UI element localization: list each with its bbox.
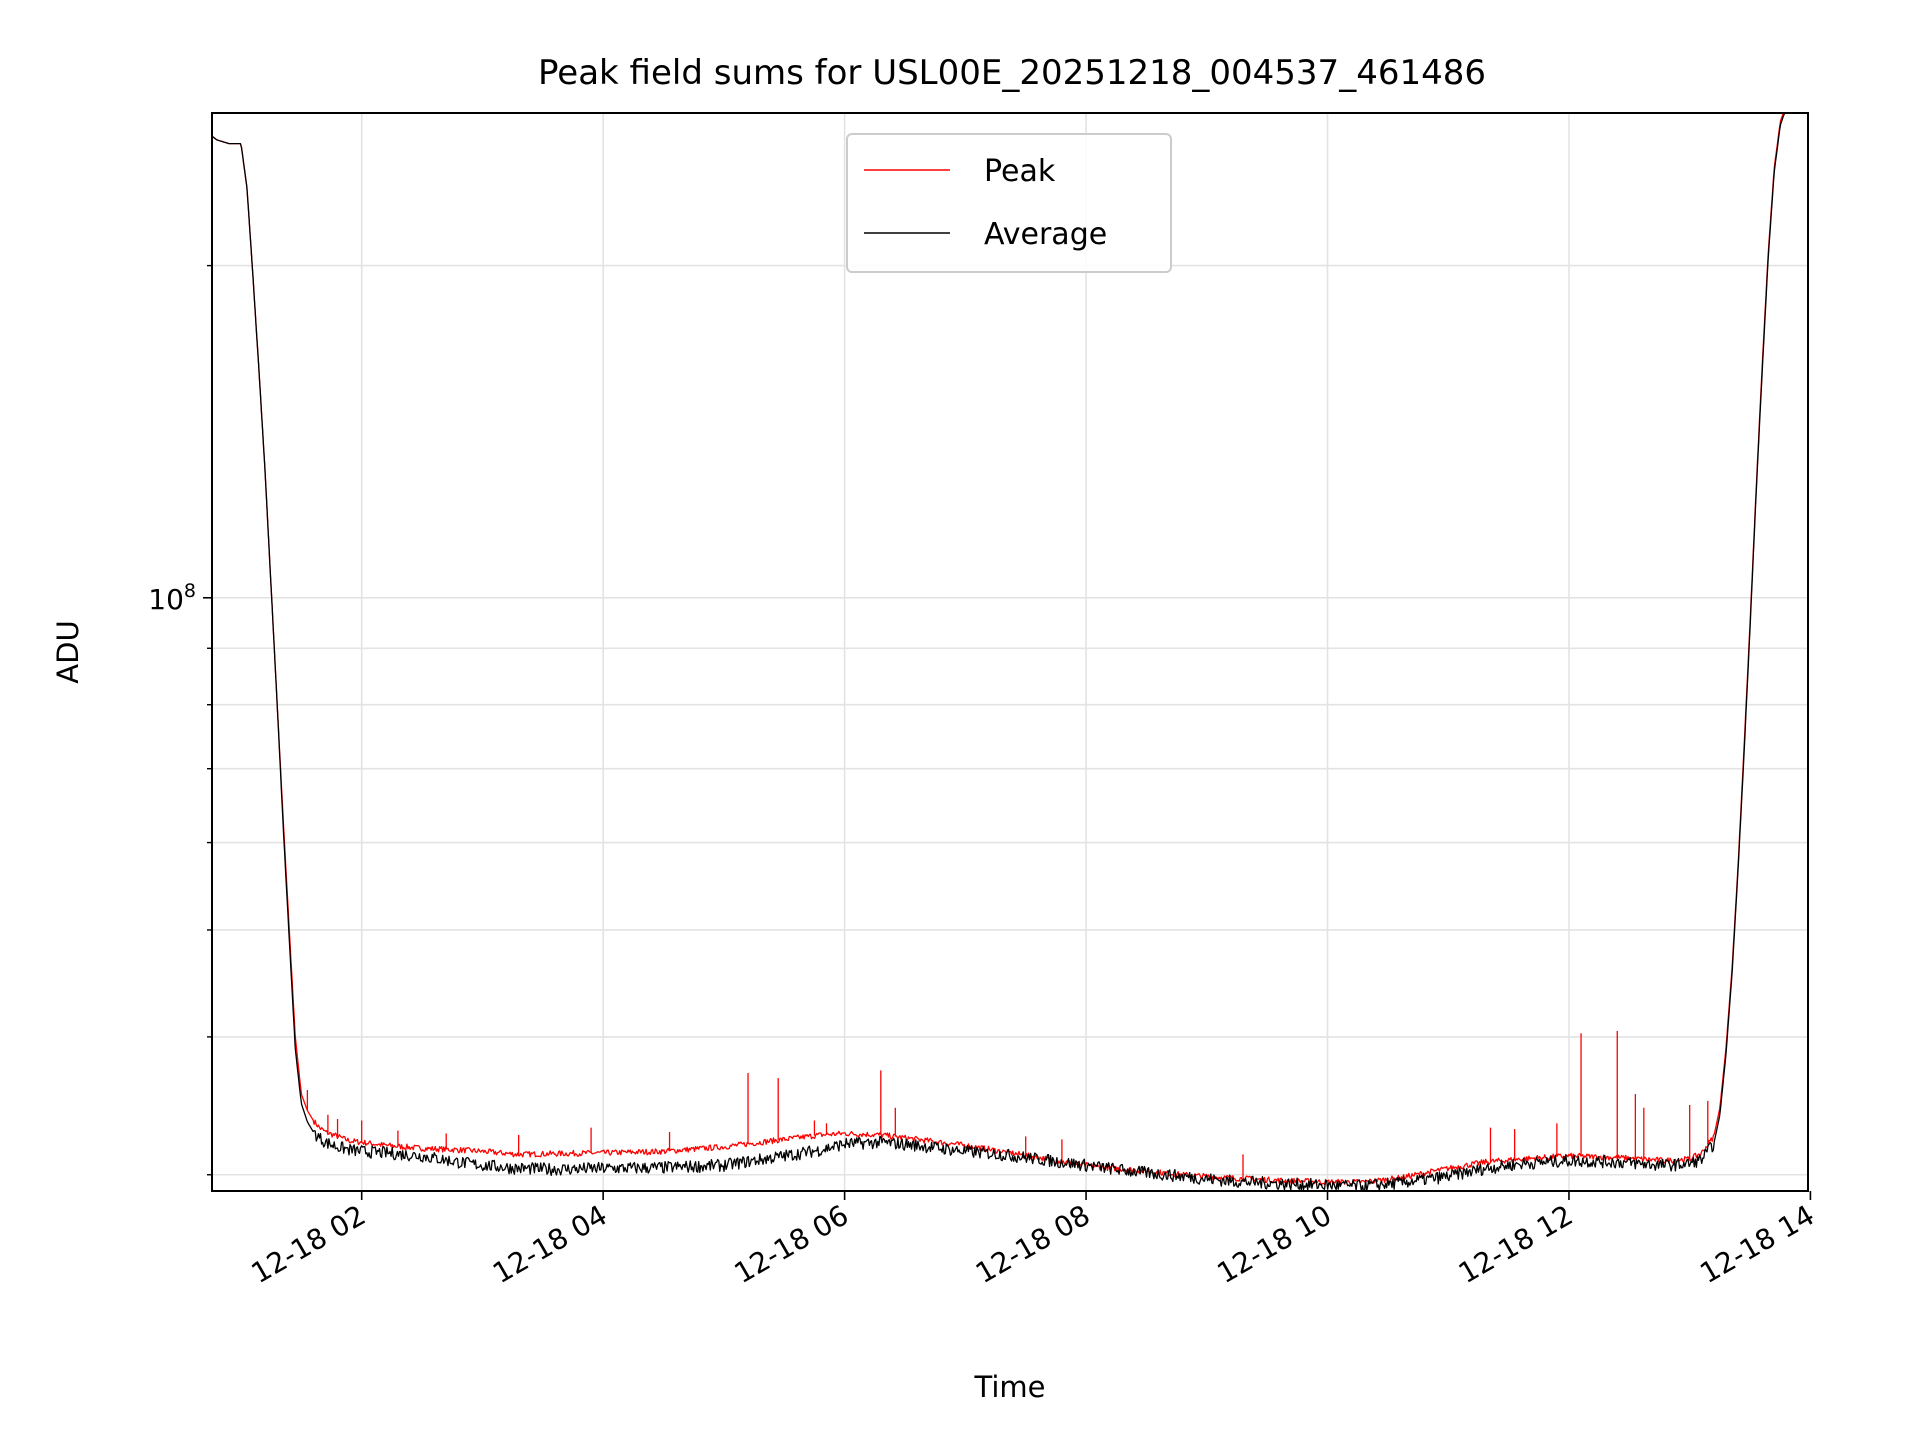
- legend-box: [846, 133, 1172, 273]
- plot-area: [212, 113, 1808, 1191]
- plot-frame: [211, 112, 1809, 1192]
- y-tick-label-0: 108: [148, 580, 196, 616]
- chart-title: Peak field sums for USL00E_20251218_0045…: [538, 53, 1486, 93]
- x-axis-label: Time: [974, 1370, 1046, 1404]
- grid: [212, 113, 1808, 1191]
- series-line-peak: [211, 112, 1793, 1186]
- legend: Peak Average: [846, 133, 1172, 273]
- series-layer: [211, 112, 1793, 1192]
- y-axis-label: ADU: [51, 620, 85, 683]
- legend-label-peak: Peak: [984, 154, 1056, 189]
- series-line-average: [211, 112, 1793, 1192]
- legend-label-average: Average: [984, 217, 1107, 252]
